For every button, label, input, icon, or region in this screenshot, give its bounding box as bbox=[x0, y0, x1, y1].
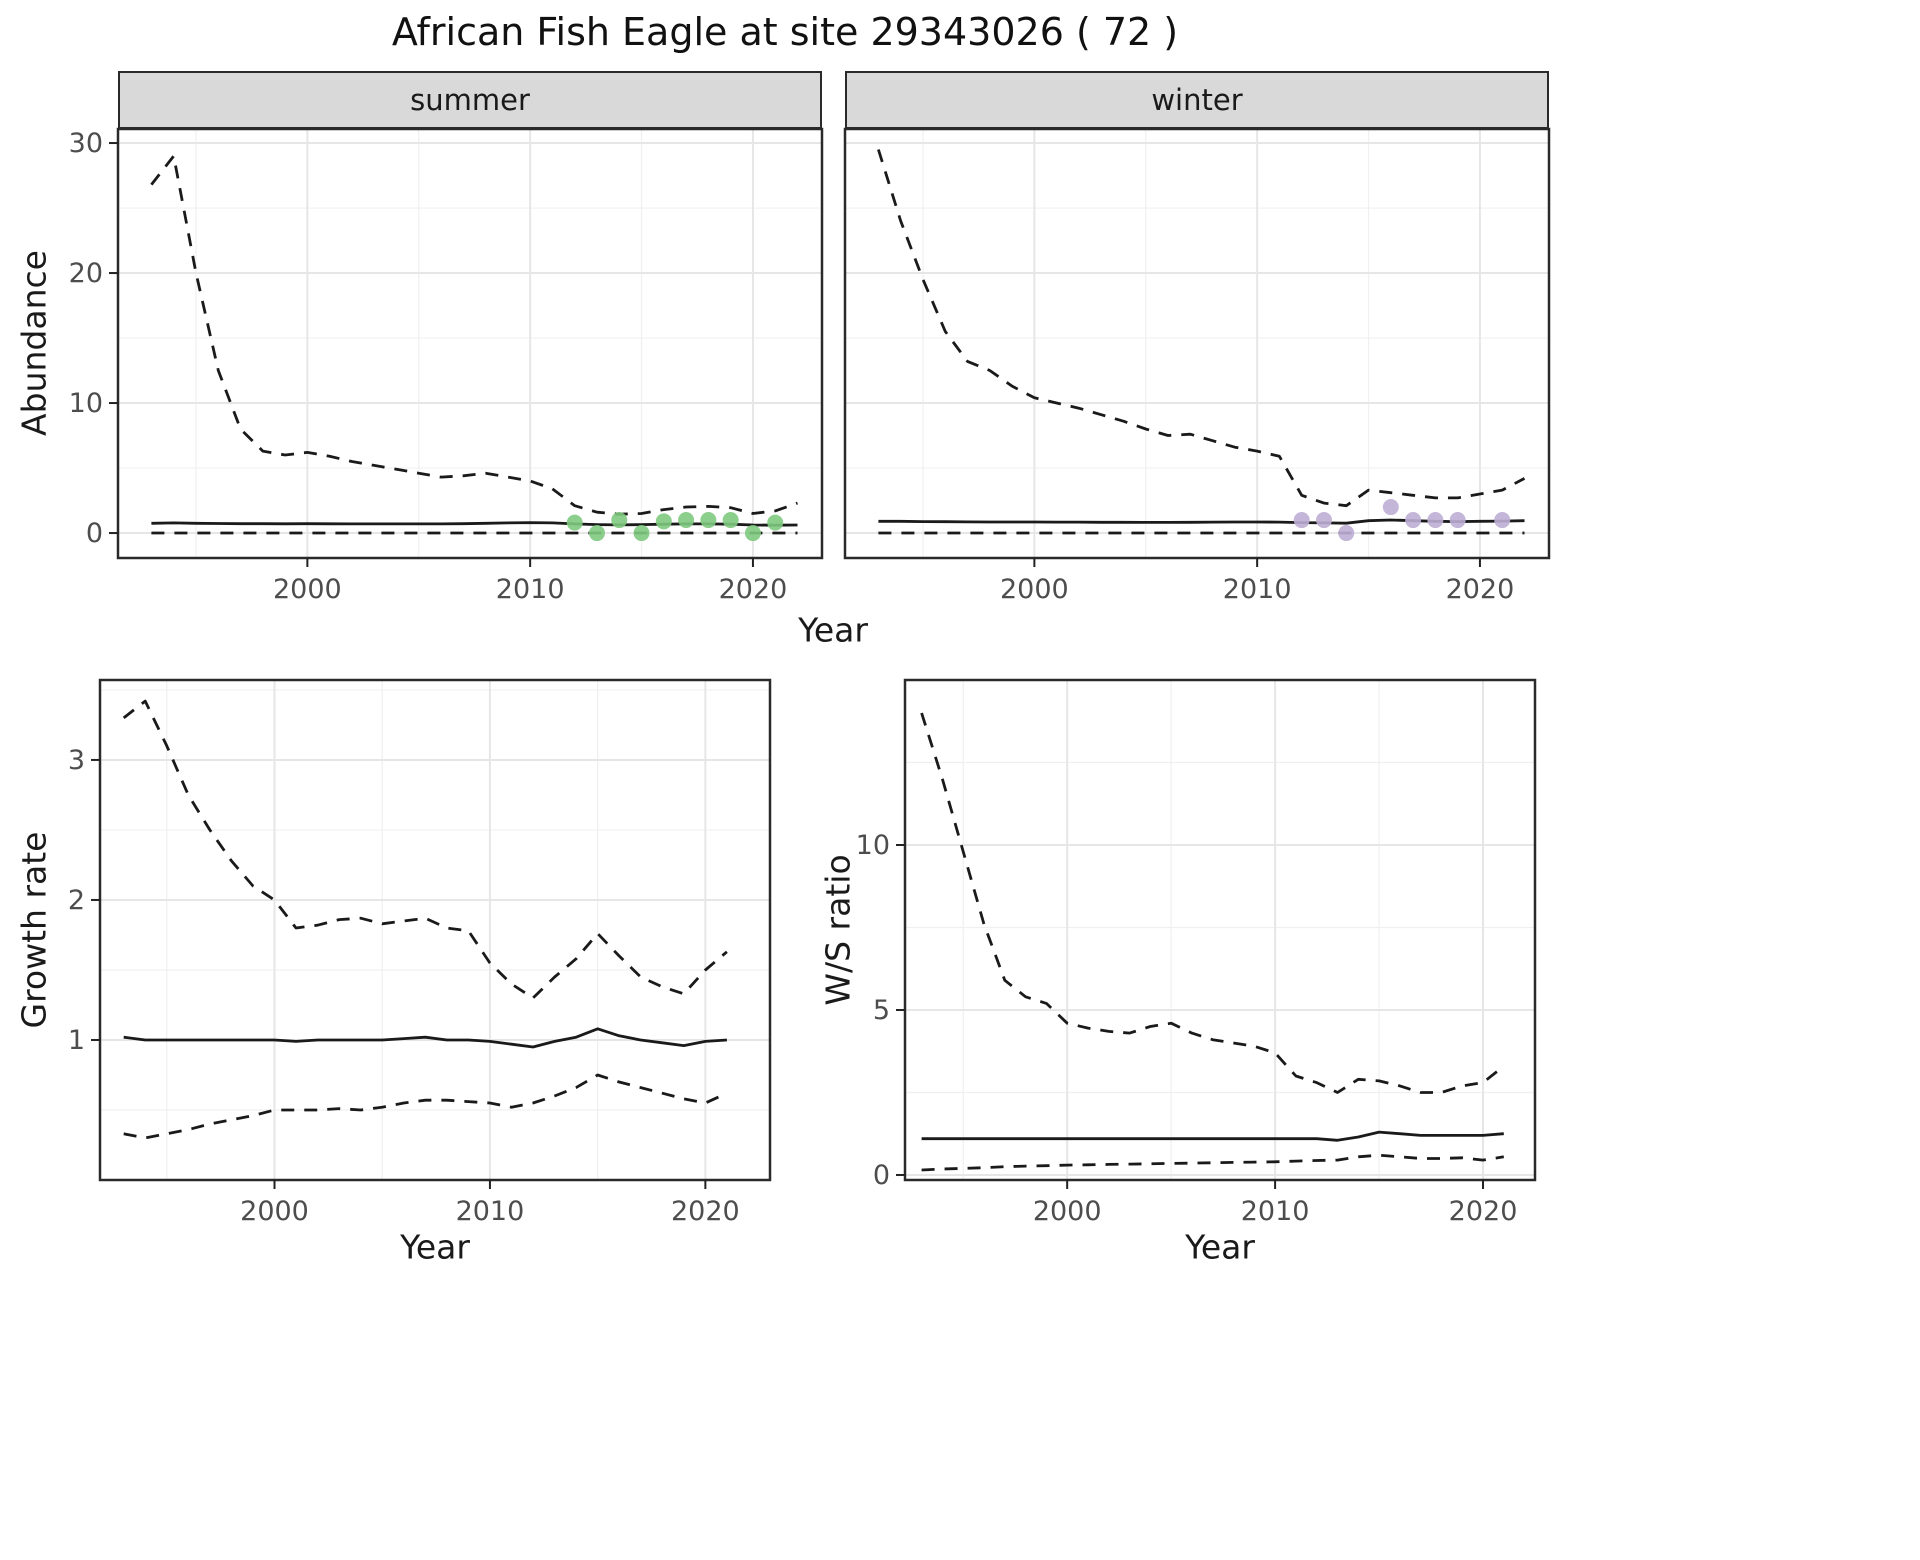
median-line bbox=[123, 1027, 727, 1049]
observation-point bbox=[1293, 512, 1310, 529]
facet-strip-winter-label: winter bbox=[1151, 83, 1243, 117]
upper-ci-line bbox=[920, 712, 1505, 1094]
y-tick-label: 10 bbox=[856, 830, 890, 861]
y-tick-label: 3 bbox=[68, 745, 85, 776]
lower-ci-line bbox=[123, 1073, 728, 1140]
observation-point bbox=[655, 513, 672, 530]
chart-title: African Fish Eagle at site 29343026 ( 72… bbox=[391, 10, 1179, 54]
x-tick-label: 2010 bbox=[1241, 1196, 1310, 1227]
facet-strip-summer-label: summer bbox=[410, 83, 530, 117]
panel-border bbox=[903, 678, 1537, 1182]
panel-background bbox=[845, 129, 1549, 558]
x-tick-label: 2010 bbox=[1223, 574, 1292, 605]
y-tick-label: 0 bbox=[873, 1160, 890, 1191]
observation-point bbox=[678, 512, 695, 529]
observation-point bbox=[1449, 512, 1466, 529]
observation-point bbox=[1382, 499, 1399, 516]
x-axis-title-ws-ratio: Year bbox=[1185, 1227, 1255, 1267]
observation-point bbox=[1427, 512, 1444, 529]
observation-point bbox=[1405, 512, 1422, 529]
observation-point bbox=[566, 514, 583, 531]
y-tick-label: 5 bbox=[873, 995, 890, 1026]
facet-strip-winter: winter bbox=[845, 71, 1549, 129]
panel-border bbox=[116, 127, 824, 560]
observation-point bbox=[767, 514, 784, 531]
observation-point bbox=[700, 512, 717, 529]
median-line bbox=[151, 521, 798, 527]
x-tick-label: 2000 bbox=[1000, 574, 1069, 605]
facet-strip-summer: summer bbox=[118, 71, 822, 129]
observation-point bbox=[611, 512, 628, 529]
x-tick-label: 2000 bbox=[240, 1196, 309, 1227]
observation-point bbox=[633, 525, 650, 542]
x-tick-label: 2010 bbox=[456, 1196, 525, 1227]
x-tick-label: 2020 bbox=[719, 574, 788, 605]
upper-ci-line bbox=[150, 154, 798, 516]
observation-point bbox=[1494, 512, 1511, 529]
observation-point bbox=[722, 512, 739, 529]
observation-point bbox=[1338, 525, 1355, 542]
x-tick-label: 2020 bbox=[1446, 574, 1515, 605]
observation-point bbox=[1315, 512, 1332, 529]
upper-ci-line bbox=[122, 699, 728, 1000]
x-tick-label: 2000 bbox=[1033, 1196, 1102, 1227]
y-tick-label: 10 bbox=[69, 388, 103, 419]
panel-border bbox=[843, 127, 1551, 560]
x-tick-label: 2020 bbox=[1449, 1196, 1518, 1227]
observation-point bbox=[744, 525, 761, 542]
median-line bbox=[921, 1130, 1504, 1142]
observation-point bbox=[588, 525, 605, 542]
lower-ci-line bbox=[921, 1153, 1505, 1172]
y-tick-label: 20 bbox=[69, 258, 103, 289]
x-axis-title-top: Year bbox=[798, 610, 868, 650]
panel-background bbox=[118, 129, 822, 558]
x-tick-label: 2010 bbox=[496, 574, 565, 605]
x-tick-label: 2020 bbox=[671, 1196, 740, 1227]
panel-background bbox=[100, 680, 770, 1180]
y-tick-label: 2 bbox=[68, 885, 85, 916]
x-axis-title-growth-rate: Year bbox=[400, 1227, 470, 1267]
panel-border bbox=[98, 678, 772, 1182]
panel-background bbox=[905, 680, 1535, 1180]
x-tick-label: 2000 bbox=[273, 574, 342, 605]
y-tick-label: 0 bbox=[86, 518, 103, 549]
y-tick-label: 30 bbox=[69, 128, 103, 159]
y-tick-label: 1 bbox=[68, 1025, 85, 1056]
